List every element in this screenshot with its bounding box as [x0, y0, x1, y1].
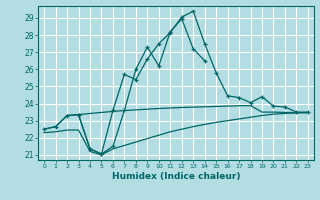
X-axis label: Humidex (Indice chaleur): Humidex (Indice chaleur)	[112, 172, 240, 181]
